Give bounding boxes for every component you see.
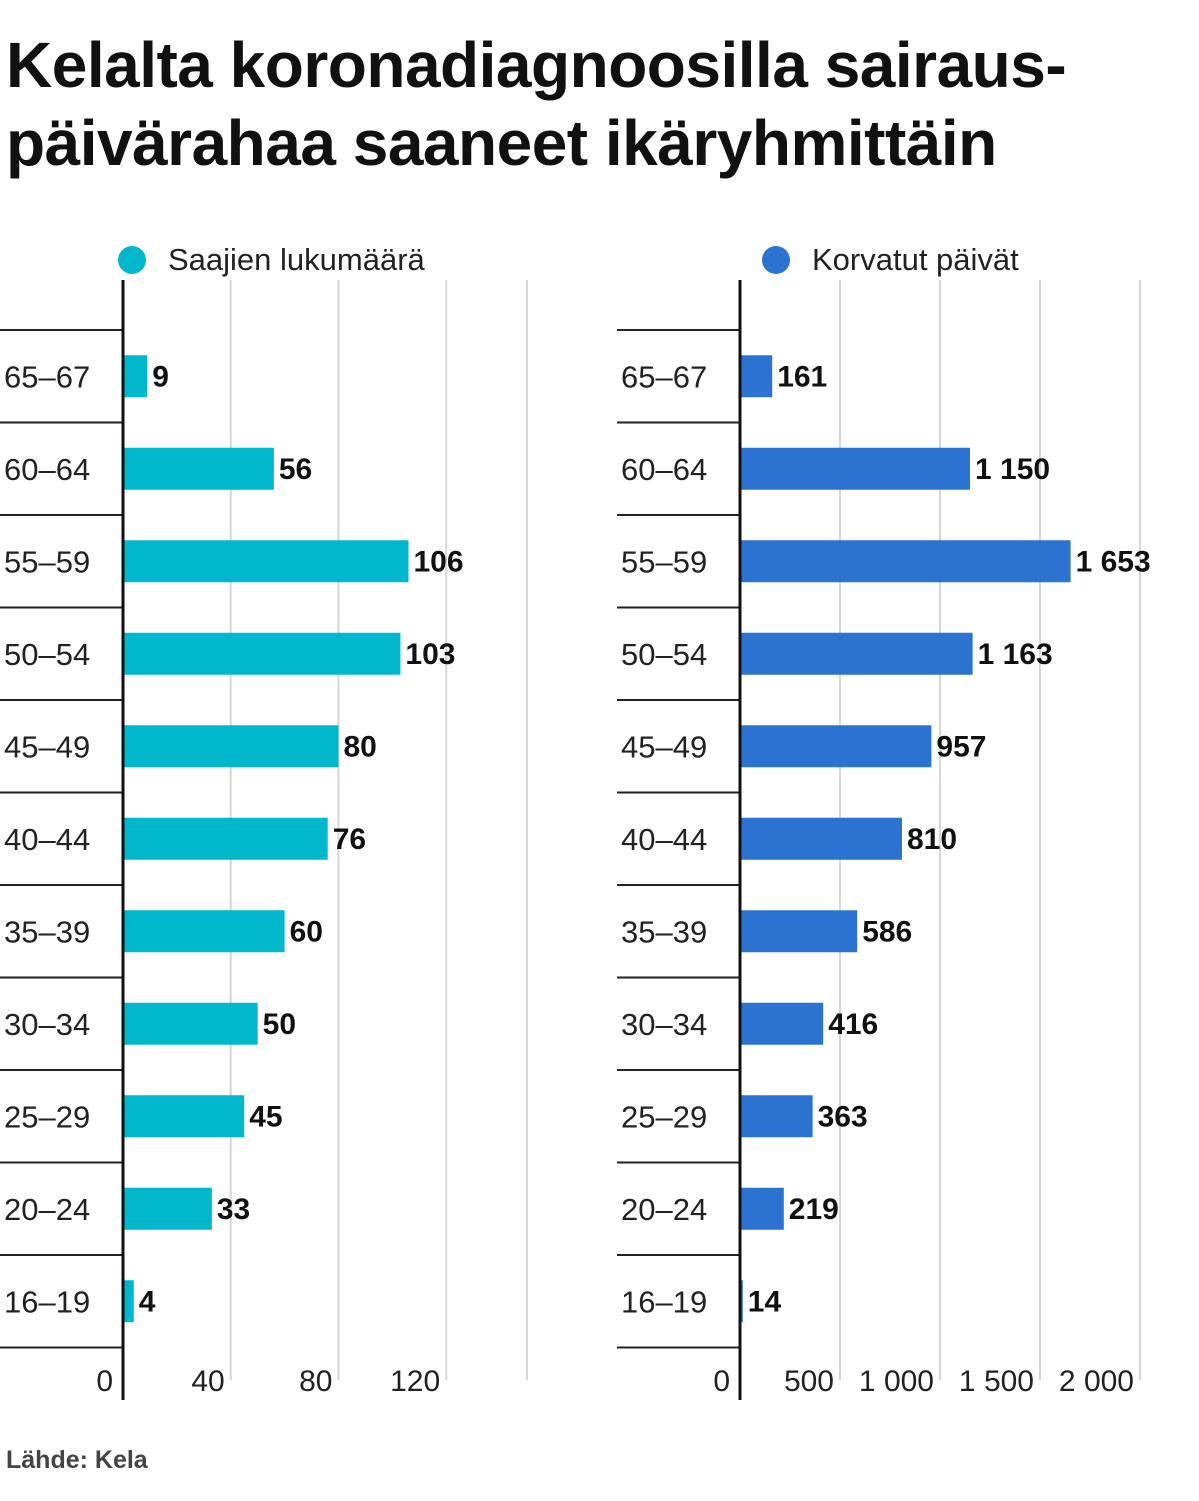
category-label: 16–19 xyxy=(621,1284,707,1319)
value-label: 56 xyxy=(279,453,312,486)
value-label: 14 xyxy=(748,1285,782,1318)
category-label: 35–39 xyxy=(621,914,707,949)
tick-label: 120 xyxy=(390,1365,440,1398)
legend-label-compensated-days: Korvatut päivät xyxy=(812,242,1019,277)
category-label: 16–19 xyxy=(4,1284,90,1319)
tick-label: 0 xyxy=(713,1365,730,1398)
value-label: 45 xyxy=(249,1100,282,1133)
value-label: 161 xyxy=(777,360,827,393)
value-label: 1 653 xyxy=(1076,545,1151,578)
value-label: 810 xyxy=(907,823,957,856)
category-label: 20–24 xyxy=(4,1192,90,1227)
category-label: 45–49 xyxy=(4,729,90,764)
value-label: 363 xyxy=(818,1100,868,1133)
bar-compensated-days xyxy=(740,1187,784,1230)
value-label: 80 xyxy=(343,730,376,763)
value-label: 60 xyxy=(290,915,323,948)
category-label: 55–59 xyxy=(621,544,707,579)
tick-label: 0 xyxy=(96,1365,113,1398)
bar-compensated-days xyxy=(740,817,902,860)
bar-recipients xyxy=(123,1002,258,1045)
bar-recipients xyxy=(123,817,328,860)
title-line-1: Kelalta koronadiagnoosilla sairaus- xyxy=(6,29,1067,101)
bar-compensated-days xyxy=(740,725,932,768)
chart-panel-recipients: Saajien lukumäärä 65–67 9 60–64 56 55–59 106 5… xyxy=(0,230,560,1410)
bar-compensated-days xyxy=(740,540,1071,583)
value-label: 106 xyxy=(413,545,463,578)
bar-compensated-days xyxy=(740,355,773,398)
value-label: 1 163 xyxy=(978,638,1053,671)
bar-recipients xyxy=(123,540,409,583)
category-label: 35–39 xyxy=(4,914,90,949)
category-label: 65–67 xyxy=(4,359,90,394)
legend-compensated-days: Korvatut päivät xyxy=(762,240,1019,280)
value-label: 219 xyxy=(789,1193,839,1226)
tick-label: 1 000 xyxy=(859,1365,934,1398)
legend-swatch-compensated-days xyxy=(762,246,790,274)
value-label: 957 xyxy=(936,730,986,763)
bar-compensated-days xyxy=(740,910,858,953)
bar-recipients xyxy=(123,447,274,490)
category-label: 60–64 xyxy=(4,452,90,487)
category-label: 30–34 xyxy=(621,1007,707,1042)
chart-panel-compensated-days: Korvatut päivät 65–67 161 60–64 1 150 55–59 1… xyxy=(617,230,1177,1410)
tick-label: 80 xyxy=(299,1365,332,1398)
bar-recipients xyxy=(123,632,401,675)
legend-label-recipients: Saajien lukumäärä xyxy=(168,242,425,277)
bar-recipients xyxy=(123,1095,245,1138)
bar-compensated-days xyxy=(740,632,973,675)
value-label: 1 150 xyxy=(975,453,1050,486)
tick-label: 1 500 xyxy=(959,1365,1034,1398)
source-note: Lähde: Kela xyxy=(6,1446,148,1474)
value-label: 9 xyxy=(152,360,169,393)
value-label: 50 xyxy=(263,1008,296,1041)
category-label: 50–54 xyxy=(4,637,90,672)
value-label: 586 xyxy=(862,915,912,948)
bar-recipients xyxy=(123,910,285,953)
value-label: 416 xyxy=(828,1008,878,1041)
value-label: 33 xyxy=(217,1193,250,1226)
category-label: 45–49 xyxy=(621,729,707,764)
category-label: 50–54 xyxy=(621,637,707,672)
bar-chart-recipients: 65–67 9 60–64 56 55–59 106 50–54 103 45–49 80 40–4… xyxy=(0,280,528,1400)
bar-chart-compensated-days: 65–67 161 60–64 1 150 55–59 1 653 50–54 1 163 45… xyxy=(617,280,1151,1400)
category-label: 55–59 xyxy=(4,544,90,579)
category-label: 25–29 xyxy=(4,1099,90,1134)
category-label: 40–44 xyxy=(621,822,707,857)
category-label: 25–29 xyxy=(621,1099,707,1134)
bar-recipients xyxy=(123,725,339,768)
bar-compensated-days xyxy=(740,1095,813,1138)
value-label: 76 xyxy=(333,823,366,856)
category-label: 65–67 xyxy=(621,359,707,394)
bar-compensated-days xyxy=(740,447,970,490)
category-label: 40–44 xyxy=(4,822,90,857)
value-label: 103 xyxy=(405,638,455,671)
chart-title: Kelalta koronadiagnoosilla sairaus- päiv… xyxy=(6,26,1186,182)
bar-recipients xyxy=(123,355,148,398)
tick-label: 2 000 xyxy=(1059,1365,1134,1398)
tick-label: 500 xyxy=(784,1365,834,1398)
value-label: 4 xyxy=(139,1285,156,1318)
bar-recipients xyxy=(123,1280,134,1323)
bar-compensated-days xyxy=(740,1002,824,1045)
category-label: 60–64 xyxy=(621,452,707,487)
category-label: 30–34 xyxy=(4,1007,90,1042)
category-label: 20–24 xyxy=(621,1192,707,1227)
bar-recipients xyxy=(123,1187,212,1230)
tick-label: 40 xyxy=(191,1365,224,1398)
title-line-2: päivärahaa saaneet ikäryhmittäin xyxy=(6,107,997,179)
legend-swatch-recipients xyxy=(118,246,146,274)
legend-recipients: Saajien lukumäärä xyxy=(118,240,425,280)
